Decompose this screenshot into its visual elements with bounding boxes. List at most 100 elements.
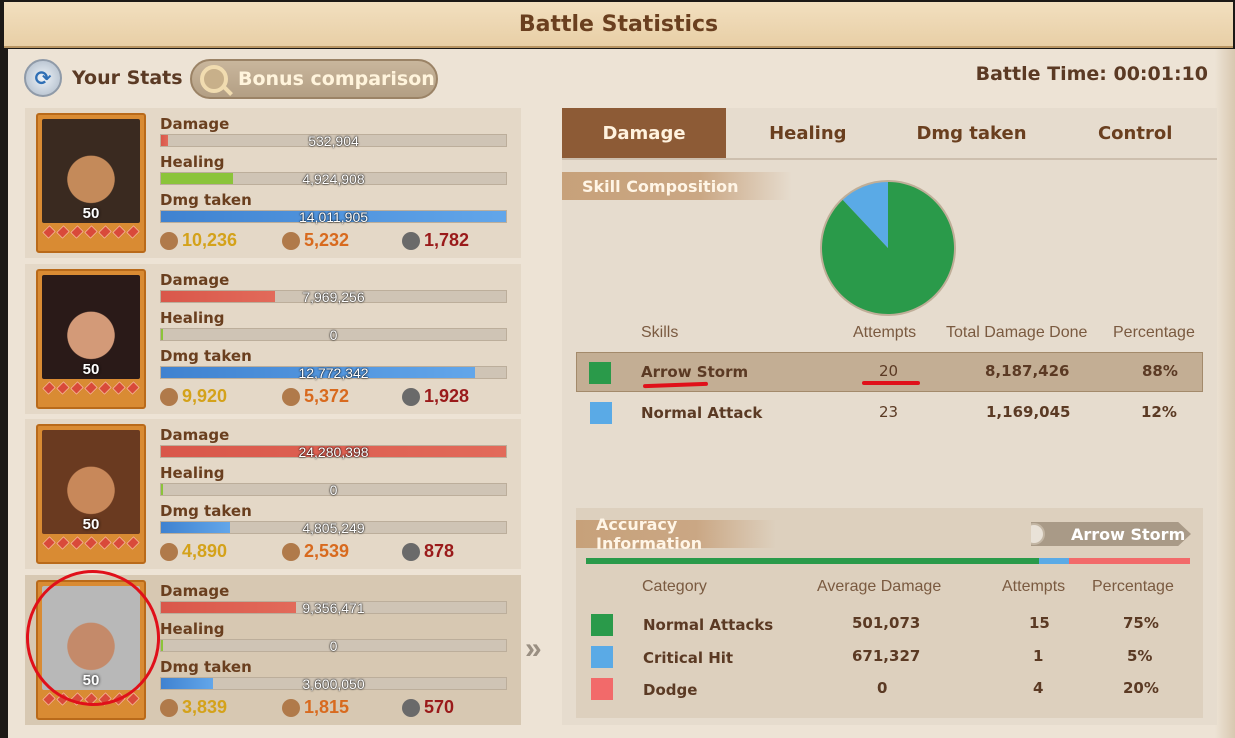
gem-icon — [126, 536, 140, 550]
accuracy-segment — [586, 558, 1039, 564]
damage-value: 532,904 — [308, 133, 359, 149]
dead-count: 570 — [402, 697, 454, 718]
skill-name: Arrow Storm — [641, 363, 749, 381]
annotation-underline — [862, 381, 920, 385]
magnifier-icon — [200, 65, 228, 93]
col-category: Category — [642, 578, 707, 595]
skill-total: 1,169,045 — [986, 403, 1071, 421]
commander-card[interactable]: 50 Damage 24,280,398 Healing 0 Dmg taken… — [25, 419, 521, 569]
dmg-taken-bar-fill — [161, 522, 230, 533]
dmg-taken-value: 14,011,905 — [298, 209, 369, 225]
gem-icon — [126, 225, 140, 239]
dmg-taken-bar: 14,011,905 — [160, 209, 507, 225]
legend-swatch — [591, 614, 613, 636]
swap-icon[interactable]: ⟳ — [24, 59, 62, 97]
gem-icon — [70, 381, 84, 395]
commander-level: 50 — [82, 516, 100, 533]
healing-value: 4,924,908 — [302, 171, 365, 187]
wounded-value: 1,815 — [304, 697, 350, 717]
category-percentage: 75% — [1123, 614, 1159, 632]
bonus-comparison-button[interactable]: Bonus comparison — [190, 59, 438, 99]
healed-value: 9,920 — [182, 386, 228, 406]
accuracy-ratio-bar — [586, 558, 1190, 564]
damage-bar-fill — [161, 291, 275, 302]
damage-bar: 24,280,398 — [160, 444, 507, 460]
wounded-count: 2,539 — [282, 541, 402, 562]
damage-value: 9,356,471 — [302, 600, 365, 616]
dmg-taken-value: 3,600,050 — [302, 676, 365, 692]
category-attempts: 4 — [1033, 679, 1044, 697]
troop-counts: 4,890 2,539 878 — [160, 541, 500, 562]
skill-percentage: 12% — [1141, 403, 1177, 421]
tab-damage[interactable]: Damage — [562, 108, 726, 158]
dmg-taken-label: Dmg taken — [160, 502, 252, 520]
category-name: Normal Attacks — [643, 616, 774, 634]
gem-icon — [42, 381, 56, 395]
wounded-value: 2,539 — [304, 541, 350, 561]
healed-count: 4,890 — [160, 541, 282, 562]
tab-dmg-taken[interactable]: Dmg taken — [916, 122, 1027, 144]
wounded-count: 5,372 — [282, 386, 402, 407]
damage-label: Damage — [160, 271, 230, 289]
commander-level: 50 — [82, 672, 100, 689]
commander-portrait[interactable]: 50 — [36, 580, 146, 720]
healed-count: 10,236 — [160, 230, 282, 251]
skull-icon — [402, 542, 420, 561]
healing-stat: Healing 4,924,908 — [160, 153, 507, 187]
damage-stat: Damage 24,280,398 — [160, 426, 507, 460]
commander-card[interactable]: 50 Damage 9,356,471 Healing 0 Dmg taken … — [25, 575, 521, 725]
commander-portrait[interactable]: 50 — [36, 424, 146, 564]
commander-portrait[interactable]: 50 — [36, 113, 146, 253]
healed-value: 4,890 — [182, 541, 228, 561]
healed-troops-icon — [160, 542, 178, 561]
gem-icon — [98, 536, 112, 550]
gem-icon — [98, 225, 112, 239]
legend-swatch — [589, 362, 611, 384]
commander-portrait[interactable]: 50 — [36, 269, 146, 409]
category-avg: 0 — [877, 679, 888, 697]
dead-count: 878 — [402, 541, 454, 562]
wounded-count: 5,232 — [282, 230, 402, 251]
dmg-taken-bar-fill — [161, 367, 475, 378]
skill-composition-header: Skill Composition — [562, 172, 792, 200]
healing-stat: Healing 0 — [160, 620, 507, 654]
your-stats-toggle[interactable]: ⟳ Your Stats — [24, 59, 183, 97]
wounded-value: 5,232 — [304, 230, 350, 250]
category-attempts: 15 — [1029, 614, 1050, 632]
dmg-taken-bar-fill — [161, 678, 213, 689]
commander-avatar — [42, 430, 140, 534]
category-name: Critical Hit — [643, 649, 734, 667]
dmg-taken-bar-fill — [161, 211, 506, 222]
panel-edge — [1215, 49, 1235, 738]
damage-stat: Damage 532,904 — [160, 115, 507, 149]
gem-icon — [70, 225, 84, 239]
col-total-damage: Total Damage Done — [946, 324, 1088, 341]
commander-level: 50 — [82, 361, 100, 378]
skill-row-normal-attack[interactable]: Normal Attack 23 1,169,045 12% — [576, 394, 1203, 434]
skill-percentage: 88% — [1142, 362, 1178, 380]
commander-card[interactable]: 50 Damage 7,969,256 Healing 0 Dmg taken … — [25, 264, 521, 414]
skill-total: 8,187,426 — [985, 362, 1070, 380]
dmg-taken-value: 12,772,342 — [298, 365, 369, 381]
category-avg: 671,327 — [852, 647, 921, 665]
healed-count: 9,920 — [160, 386, 282, 407]
gem-icon — [112, 225, 126, 239]
skill-pie-chart — [818, 178, 958, 318]
healing-bar-fill — [161, 173, 234, 184]
wounded-troops-icon — [282, 698, 300, 717]
dmg-taken-bar: 3,600,050 — [160, 676, 507, 692]
col-acc-attempts: Attempts — [1002, 578, 1066, 595]
forward-arrow-icon: » — [525, 632, 542, 665]
healing-stat: Healing 0 — [160, 309, 507, 343]
tab-healing[interactable]: Healing — [769, 122, 847, 144]
healing-value: 0 — [329, 327, 338, 343]
dmg-taken-bar: 12,772,342 — [160, 365, 507, 381]
troop-counts: 10,236 5,232 1,782 — [160, 230, 500, 251]
damage-label: Damage — [160, 582, 230, 600]
healed-troops-icon — [160, 698, 178, 717]
tab-control[interactable]: Control — [1097, 122, 1173, 144]
accuracy-skill-selector[interactable]: Arrow Storm — [1031, 522, 1191, 546]
commander-card[interactable]: 50 Damage 532,904 Healing 4,924,908 Dmg … — [25, 108, 521, 258]
healing-label: Healing — [160, 153, 225, 171]
